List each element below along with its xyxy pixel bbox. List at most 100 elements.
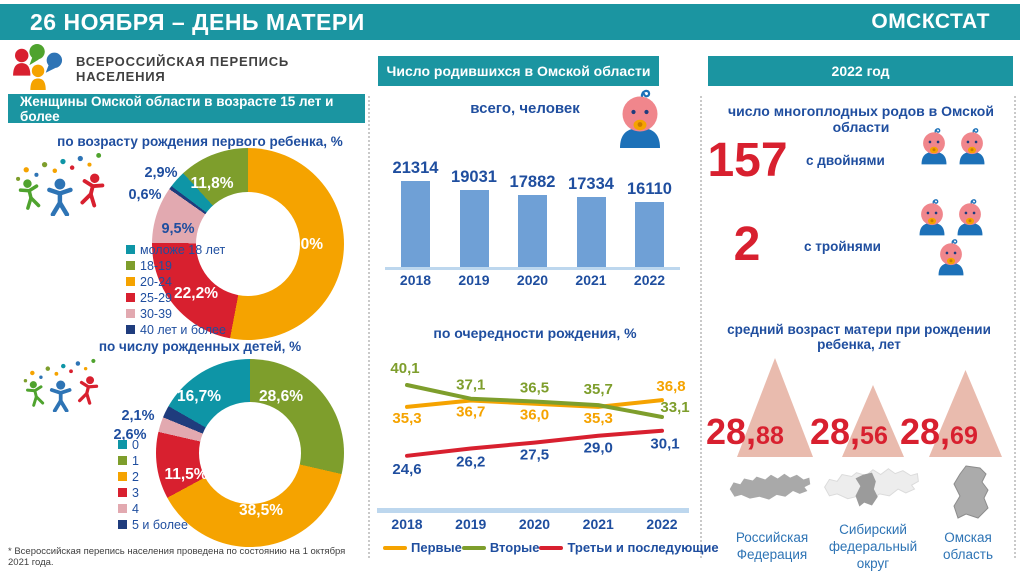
line-chart-text: 40,1 [390,360,419,377]
org-name: ОМСКСТАТ [871,10,990,33]
line-chart-text: 29,0 [584,440,613,457]
legend-item: 30-39 [126,306,226,321]
lleg-label: Вторые [489,540,540,555]
triplets-icons [912,198,992,278]
legend-label: 40 лет и более [140,322,226,337]
bar-year: 2018 [399,272,432,288]
births-bar-chart: 21314 2018 19031 2019 17882 2020 17334 2021 1611… [385,155,680,290]
bar [635,202,664,267]
legend-swatch [118,504,127,513]
right-section-header: 2022 год [708,56,1013,86]
slice-value-label: 16,7% [177,388,221,405]
slice-value-label: 2,1% [121,408,155,424]
bar [576,197,606,267]
baby-icon [952,127,992,170]
triplets-count: 2 [733,218,761,271]
lleg-label: Третьи и последующие [567,540,719,555]
legend-item: 18-19 [126,258,226,273]
donut1-title: по возрасту рождения первого ребенка, % [57,134,343,149]
age-integer: 28, [706,411,757,452]
bar-val: 17334 [568,175,614,193]
slice-value-label: 11,8% [190,175,234,192]
legend-item: 4 [118,501,188,516]
footnote: * Всероссийская перепись населения прове… [8,546,346,568]
legend-item: 1 [118,453,188,468]
line-series [405,428,664,458]
top-banner: 26 НОЯБРЯ – ДЕНЬ МАТЕРИ ОМСКСТАТ [0,4,1020,40]
slice-value-label: 53,0% [279,236,323,253]
avg-age-value: 28,69 [900,414,978,450]
line-chart-text: 2020 [519,516,550,532]
legend-item: 2 [118,469,188,484]
line-chart-text: 35,7 [584,381,613,398]
legend-swatch [118,456,127,465]
bar-year: 2022 [633,272,666,288]
line-chart-text: 36,7 [456,404,485,421]
legend-swatch [118,440,127,449]
column-separator [368,96,370,558]
age-decimals: 88 [756,422,784,450]
line-chart-text: 2019 [455,516,486,532]
bar-val: 21314 [392,159,439,177]
left-section-header: Женщины Омской области в возрасте 15 лет… [8,94,365,124]
bar [518,195,547,267]
age-decimals: 69 [950,422,978,450]
avg-age-value: 28,88 [706,414,784,450]
bar-val: 17882 [509,173,556,191]
region-name: Сибирский федеральный округ [828,522,918,571]
slice-value-label: 22,2% [174,285,218,302]
lleg-label: Первые [411,540,462,555]
legend-swatch [118,520,127,529]
bar [459,190,489,267]
line-chart-text: 2022 [646,516,677,532]
siberian-district-map-icon [820,462,922,525]
legend-label: моложе 18 лет [140,242,226,257]
legend-label: 4 [132,501,139,516]
bar-year: 2020 [516,272,549,288]
slice-value-label: 2,9% [144,165,178,181]
slice-value-label: 28,6% [259,388,303,405]
slice-value-label: 2,6% [113,427,147,443]
baby-icon [608,88,672,154]
line-chart-text: 2018 [391,516,422,532]
column-separator [1014,96,1016,558]
line-chart-text: 27,5 [520,447,549,464]
twins-label: с двойнями [806,153,885,168]
line-series [405,383,664,419]
legend-label: 0 [132,437,139,452]
line-series [405,398,664,409]
line-chart-text: 30,1 [650,436,679,453]
slice-value-label: 38,5% [239,502,283,519]
bar-chart-title: всего, человек [470,100,580,117]
legend-label: 3 [132,485,139,500]
line-chart-text: 33,1 [660,399,689,416]
middle-section-header: Число родившихся в Омской области [378,56,659,86]
lleg-swatch [539,545,564,550]
line-chart-text: 36,0 [520,407,549,424]
line-chart-text: 36,8 [656,378,685,395]
age-decimals: 56 [860,422,888,450]
line-chart-text: 26,2 [456,454,485,471]
legend-swatch [126,245,135,254]
lleg-item: Третьи и последующие [539,540,719,555]
multiple-births-title: число многоплодных родов в Омской област… [728,103,994,135]
bar-chart-axis [385,267,680,270]
line-chart-axis [377,508,689,513]
legend-label: 5 и более [132,517,188,532]
twins-icons [914,127,994,169]
donut-ring [152,148,344,340]
slice-value-label: 9,5% [161,221,195,237]
legend-label: 18-19 [140,258,172,273]
legend-swatch [126,293,135,302]
legend-swatch [126,277,135,286]
donut2-title: по числу рожденных детей, % [98,339,302,354]
legend-swatch [126,309,135,318]
legend-label: 25-29 [140,290,172,305]
bar-val: 16110 [627,180,672,198]
age-integer: 28, [810,411,861,452]
legend-item: 3 [118,485,188,500]
omsk-region-map-icon [950,464,996,527]
line-chart-text: 35,3 [392,410,421,427]
